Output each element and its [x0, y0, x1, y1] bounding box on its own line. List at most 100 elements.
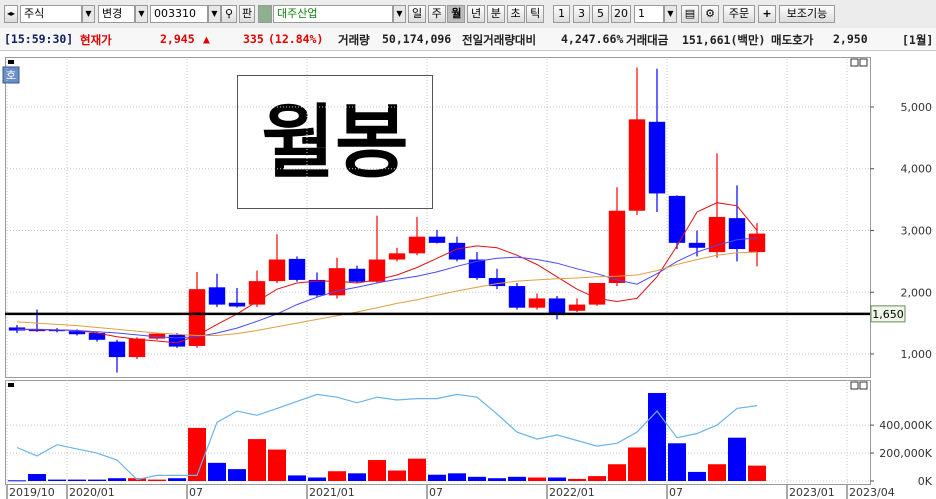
nav-button[interactable]: ◂▸: [4, 5, 18, 23]
candle-body: [528, 298, 546, 308]
status-period: [1월]: [902, 33, 934, 47]
candle-body: [508, 286, 526, 308]
panel-button[interactable]: [859, 381, 868, 390]
candle-body: [628, 119, 646, 211]
candle-body: [48, 329, 66, 332]
reference-label: 1,650: [872, 308, 904, 321]
market-select[interactable]: 주식: [20, 5, 82, 23]
grid: 1,000 2,000 3,000 4,000 5,000 0K 200,000K 400,0…: [6, 59, 933, 499]
y-tick-label: 400,000K: [879, 419, 932, 432]
volume-bar: [648, 392, 666, 481]
y-tick-label: 3,000: [901, 224, 933, 237]
volume-bar: [28, 474, 46, 481]
panel-button[interactable]: [850, 58, 859, 67]
volume-bar: [668, 443, 686, 481]
add-button[interactable]: +: [758, 5, 776, 23]
volume-bar: [208, 462, 226, 481]
volume-bar: [68, 479, 86, 481]
panel-button[interactable]: [859, 58, 868, 67]
stock-icon[interactable]: [258, 5, 272, 23]
dropdown-arrow[interactable]: ▼: [82, 5, 95, 23]
dropdown-arrow[interactable]: ▼: [664, 5, 677, 23]
volume-bar: [348, 473, 366, 481]
search-button[interactable]: ⚲: [221, 5, 237, 23]
candle-body: [168, 334, 186, 347]
dropdown-arrow[interactable]: ▼: [135, 5, 148, 23]
tool-button[interactable]: ⚙: [701, 5, 719, 23]
volume-bar: [248, 439, 266, 481]
count-button[interactable]: 20: [611, 5, 631, 23]
price-panel-frame: [5, 57, 871, 378]
candle-body: [148, 333, 166, 339]
volume-bar: [428, 474, 446, 481]
order-button[interactable]: 주문: [723, 5, 755, 23]
marks: 1,650: [5, 67, 906, 482]
volume-bar: [328, 471, 346, 481]
status-change: 335: [243, 32, 264, 46]
reference-label-box: [870, 305, 906, 323]
volume-bar: [508, 476, 526, 481]
period-button[interactable]: 주: [427, 5, 446, 23]
panel-button[interactable]: [850, 381, 859, 390]
indicator-line: [17, 237, 758, 339]
volume-bar: [188, 427, 206, 481]
x-tick-label: 07: [669, 486, 683, 499]
volume-bar: [268, 449, 286, 481]
change-select[interactable]: 변경: [98, 5, 135, 23]
count-button[interactable]: 5: [592, 5, 609, 23]
status-label: 거래량: [338, 33, 370, 47]
candle-body: [568, 304, 586, 311]
tool-button[interactable]: ▤: [681, 5, 699, 23]
x-tick-label: 2023/01: [789, 486, 835, 499]
status-bar: [15:59:30] 현재가 2,945 ▲ 335 (12.84%) 거래량 …: [0, 28, 936, 51]
volume-bar: [688, 471, 706, 481]
code-input[interactable]: 003310: [150, 5, 208, 23]
stock-name[interactable]: 대주산업: [273, 5, 393, 23]
x-tick-label: 2023/04: [849, 486, 895, 499]
annotation-box: [237, 75, 433, 209]
candle-body: [408, 236, 426, 254]
x-tick-label: 2019/10: [9, 486, 55, 499]
status-ratio: 4,247.66%: [561, 32, 624, 46]
chart-background: [0, 52, 936, 499]
volume-bar: [228, 469, 246, 481]
count-button[interactable]: 1: [553, 5, 570, 23]
count-button[interactable]: 3: [573, 5, 590, 23]
count-input[interactable]: 1: [634, 5, 664, 23]
annotation: 월봉: [261, 96, 408, 189]
period-button[interactable]: 틱: [526, 5, 545, 23]
volume-bar: [308, 477, 326, 481]
volume-bar: [588, 476, 606, 481]
period-button[interactable]: 분: [486, 5, 505, 23]
toolbar: ◂▸ 주식 ▼ 변경 ▼ 003310 ▼ ⚲ 판 대주산업 ▼ 1 ▼ ▤ ⚙…: [0, 0, 936, 29]
candle-body: [748, 233, 766, 253]
status-label: 전일거래량대비: [462, 33, 537, 47]
candle-body: [368, 259, 386, 282]
candle-body: [228, 302, 246, 307]
volume-bar: [708, 464, 726, 481]
volume-bar: [608, 464, 626, 481]
dropdown-arrow[interactable]: ▼: [393, 5, 406, 23]
candle-body: [688, 242, 706, 248]
status-price: 2,945: [160, 32, 195, 46]
status-label: 현재가: [80, 33, 112, 47]
volume-bar: [408, 458, 426, 481]
panel-marker: [8, 383, 14, 387]
volume-bar: [568, 478, 586, 481]
candle-body: [388, 253, 406, 260]
status-label: 매도호가: [771, 33, 814, 47]
board-button[interactable]: 판: [239, 5, 255, 23]
candle-body: [648, 121, 666, 194]
period-button[interactable]: 년: [467, 5, 486, 23]
y-tick-label: 5,000: [901, 101, 933, 114]
period-button[interactable]: 초: [506, 5, 525, 23]
candle-body: [428, 236, 446, 243]
dropdown-arrow[interactable]: ▼: [208, 5, 221, 23]
aux-button[interactable]: 보조기능: [779, 5, 835, 23]
indicator-line: [16, 251, 758, 336]
period-button[interactable]: 월: [447, 5, 466, 23]
period-button[interactable]: 일: [408, 5, 426, 23]
